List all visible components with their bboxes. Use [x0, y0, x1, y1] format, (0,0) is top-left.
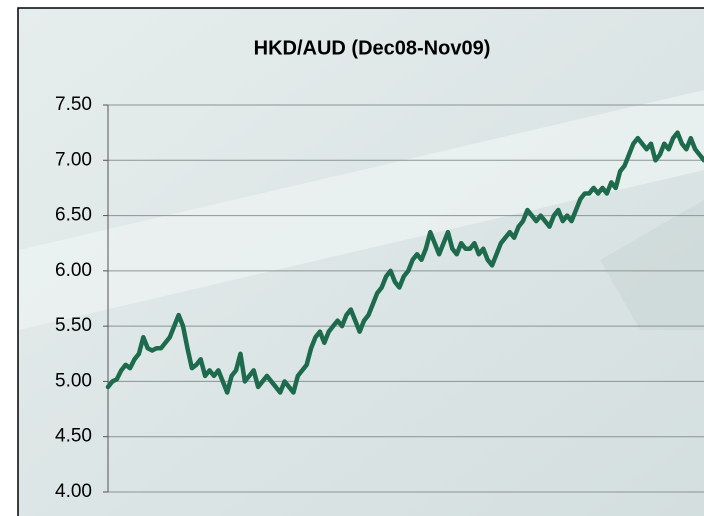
y-tick-label: 4.50: [55, 426, 92, 447]
line-series: [105, 130, 704, 395]
y-tick-label: 6.00: [55, 260, 92, 281]
chart-title: HKD/AUD (Dec08-Nov09): [254, 37, 491, 59]
y-tick-label: 4.00: [55, 481, 92, 502]
y-tick-label: 6.50: [55, 205, 92, 226]
background-shape: [600, 200, 704, 330]
y-tick-label: 5.50: [55, 315, 92, 336]
y-tick-label: 7.00: [55, 149, 92, 170]
background-shape: [19, 90, 704, 330]
y-tick-label: 7.50: [55, 94, 92, 115]
y-tick-label: 5.00: [55, 370, 92, 391]
